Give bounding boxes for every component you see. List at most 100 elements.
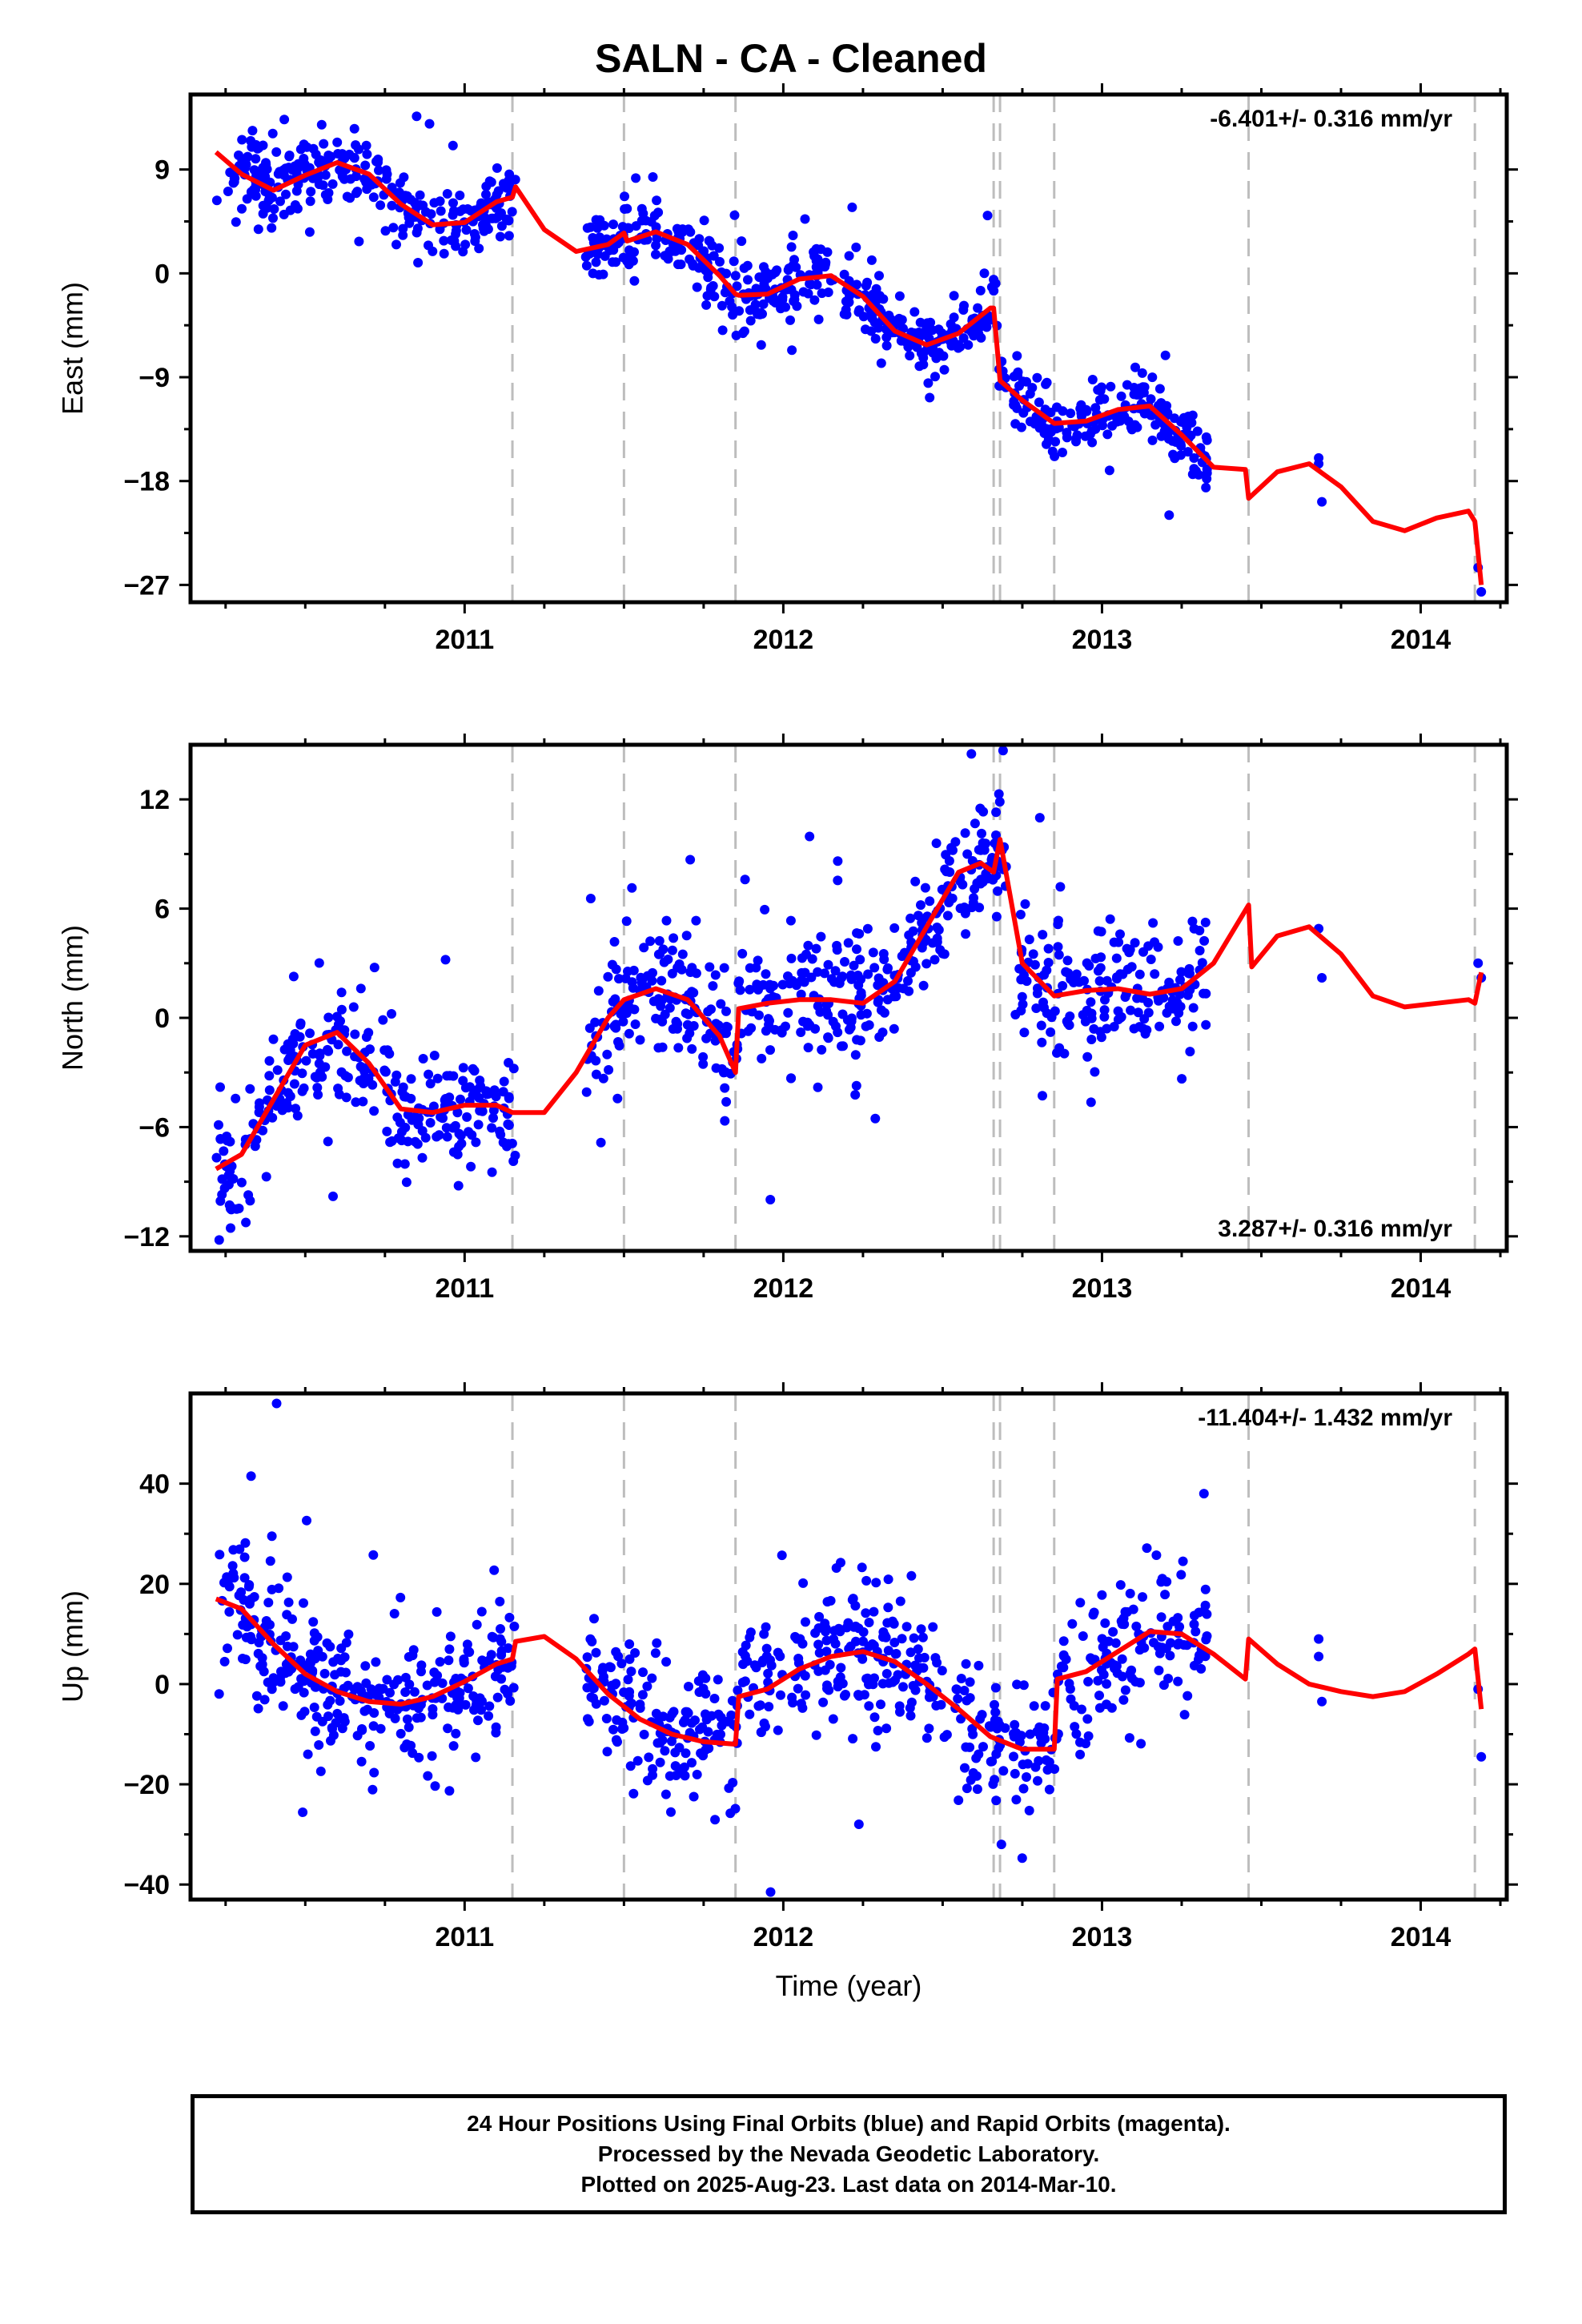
north-data-point-115 bbox=[833, 856, 843, 866]
north-data-point-676 bbox=[215, 1196, 226, 1206]
up-data-point-855 bbox=[437, 1678, 448, 1688]
north-data-point-806 bbox=[1069, 976, 1079, 987]
east-data-point-765 bbox=[580, 251, 591, 262]
east-x-tick-label-2: 2013 bbox=[1072, 625, 1133, 655]
north-data-point-342 bbox=[870, 1113, 881, 1124]
north-data-point-832 bbox=[1080, 1016, 1090, 1027]
up-data-point-477 bbox=[337, 1723, 347, 1734]
north-data-point-766 bbox=[673, 1023, 682, 1034]
up-data-point-467 bbox=[402, 1739, 412, 1749]
up-data-point-554 bbox=[1102, 1679, 1112, 1689]
up-data-point-862 bbox=[583, 1714, 592, 1724]
north-data-point-535 bbox=[1199, 935, 1210, 946]
up-data-point-422 bbox=[1093, 1675, 1103, 1686]
up-data-point-819 bbox=[713, 1709, 724, 1719]
up-data-point-875 bbox=[444, 1786, 455, 1796]
north-data-point-878 bbox=[769, 980, 779, 991]
east-data-point-666 bbox=[896, 316, 906, 326]
east-data-point-276 bbox=[481, 189, 491, 199]
north-data-point-491 bbox=[1185, 985, 1195, 995]
north-data-point-420 bbox=[503, 1139, 513, 1149]
up-data-point-647 bbox=[404, 1722, 414, 1732]
north-data-point-873 bbox=[869, 963, 880, 973]
east-data-point-547 bbox=[442, 189, 452, 199]
east-data-point-910 bbox=[1317, 497, 1327, 507]
up-data-point-250 bbox=[1010, 1768, 1020, 1779]
north-data-point-721 bbox=[603, 971, 613, 982]
north-data-point-227 bbox=[645, 936, 656, 947]
up-data-point-702 bbox=[775, 1651, 785, 1662]
north-data-point-446 bbox=[852, 928, 862, 939]
north-data-point-430 bbox=[350, 1029, 360, 1039]
north-data-point-316 bbox=[745, 984, 755, 995]
up-data-point-388 bbox=[694, 1687, 705, 1697]
north-data-point-635 bbox=[1150, 969, 1160, 979]
north-data-point-370 bbox=[1187, 916, 1198, 927]
up-data-point-325 bbox=[881, 1669, 892, 1679]
north-data-point-145 bbox=[596, 1137, 606, 1148]
east-data-point-204 bbox=[495, 231, 505, 242]
up-data-point-75 bbox=[901, 1622, 912, 1632]
east-data-point-205 bbox=[958, 333, 969, 344]
up-data-point-799 bbox=[1010, 1719, 1020, 1730]
east-data-point-405 bbox=[399, 172, 409, 183]
north-data-point-632 bbox=[1171, 1016, 1181, 1027]
north-data-point-248 bbox=[685, 1028, 695, 1039]
up-data-point-881 bbox=[1200, 1651, 1211, 1662]
up-data-point-758 bbox=[353, 1683, 363, 1693]
up-data-point-255 bbox=[959, 1686, 970, 1695]
north-data-point-621 bbox=[432, 1132, 442, 1142]
north-data-point-699 bbox=[243, 1190, 254, 1200]
north-data-point-499 bbox=[452, 1149, 463, 1160]
east-data-point-734 bbox=[1160, 350, 1170, 360]
north-data-point-390 bbox=[323, 1012, 334, 1023]
up-data-point-858 bbox=[244, 1580, 255, 1590]
up-data-point-895 bbox=[267, 1584, 277, 1594]
up-data-point-171 bbox=[876, 1699, 885, 1710]
north-data-point-285 bbox=[272, 1065, 283, 1076]
up-data-point-882 bbox=[1115, 1580, 1126, 1590]
north-data-point-745 bbox=[313, 1090, 323, 1100]
up-data-point-701 bbox=[1009, 1728, 1018, 1739]
north-data-point-634 bbox=[721, 1006, 731, 1016]
up-data-point-153 bbox=[299, 1687, 309, 1698]
up-data-point-717 bbox=[335, 1696, 345, 1706]
up-data-point-676 bbox=[724, 1783, 734, 1793]
up-data-point-414 bbox=[1018, 1783, 1029, 1794]
north-data-point-142 bbox=[488, 1113, 498, 1123]
east-data-point-556 bbox=[284, 151, 295, 160]
east-data-point-843 bbox=[337, 149, 347, 159]
up-data-point-727 bbox=[588, 1683, 599, 1694]
east-data-point-829 bbox=[763, 273, 773, 283]
east-data-point-239 bbox=[470, 236, 480, 247]
up-y-tick-label-3: 20 bbox=[139, 1570, 170, 1600]
up-data-point-742 bbox=[1044, 1757, 1054, 1767]
up-data-point-835 bbox=[1153, 1642, 1163, 1652]
north-data-point-295 bbox=[889, 1023, 899, 1034]
north-data-point-689 bbox=[359, 1066, 370, 1076]
north-data-point-801 bbox=[747, 1007, 757, 1017]
east-data-point-649 bbox=[750, 300, 761, 310]
east-data-point-360 bbox=[631, 221, 641, 231]
up-data-point-40 bbox=[308, 1617, 319, 1627]
up-data-point-619 bbox=[697, 1670, 708, 1680]
north-data-point-735 bbox=[958, 879, 968, 890]
up-data-point-808 bbox=[871, 1742, 881, 1752]
up-x-tick-label-0: 2011 bbox=[435, 1922, 494, 1952]
north-data-point-462 bbox=[1090, 1067, 1100, 1077]
up-data-point-810 bbox=[408, 1651, 418, 1661]
up-data-point-114 bbox=[251, 1691, 262, 1701]
east-data-point-301 bbox=[876, 358, 886, 368]
east-y-tick-label-3: 0 bbox=[155, 259, 170, 289]
up-data-point-715 bbox=[624, 1654, 635, 1664]
up-data-point-24 bbox=[869, 1712, 880, 1723]
east-data-point-373 bbox=[1202, 473, 1212, 484]
east-data-point-773 bbox=[1126, 424, 1137, 435]
east-data-point-721 bbox=[293, 159, 303, 169]
north-data-point-739 bbox=[667, 945, 677, 955]
north-data-point-325 bbox=[803, 1043, 813, 1053]
up-data-point-708 bbox=[591, 1647, 601, 1658]
north-data-point-374 bbox=[264, 1055, 275, 1066]
north-data-point-891 bbox=[991, 807, 1002, 818]
